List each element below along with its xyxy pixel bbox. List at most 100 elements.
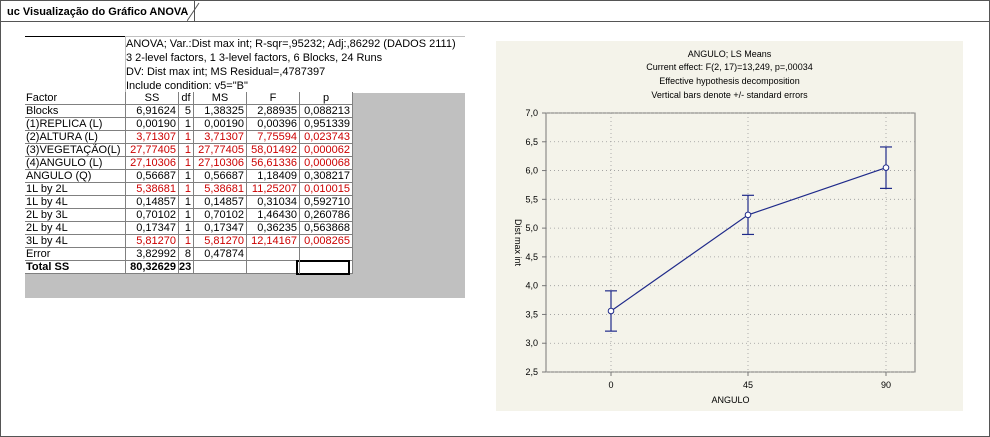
table-cell-f[interactable]: 0,36235 — [247, 222, 299, 235]
table-cell-f[interactable]: 1,46430 — [247, 209, 299, 222]
column-header-f[interactable]: F — [247, 92, 299, 105]
column-header-p[interactable]: p — [300, 92, 352, 105]
table-cell-df[interactable]: 1 — [179, 170, 193, 183]
table-cell-p[interactable]: 0,260786 — [300, 209, 352, 222]
table-cell-f[interactable]: 7,75594 — [247, 131, 299, 144]
table-cell-df[interactable]: 1 — [179, 144, 193, 157]
row-factor-label[interactable]: 2L by 3L — [25, 209, 125, 222]
table-cell-df[interactable]: 8 — [179, 248, 193, 261]
table-cell-ss[interactable]: 3,82992 — [126, 248, 178, 261]
row-factor-label[interactable]: Blocks — [25, 105, 125, 118]
y-tick-label: 3,5 — [525, 309, 538, 319]
table-cell-p[interactable]: 0,010015 — [300, 183, 352, 196]
table-cell-ss[interactable]: 0,56687 — [126, 170, 178, 183]
row-factor-label[interactable]: Error — [25, 248, 125, 261]
table-cell-df[interactable]: 1 — [179, 131, 193, 144]
column-divider — [125, 92, 126, 274]
table-cell-p[interactable]: 0,008265 — [300, 235, 352, 248]
table-cell-f[interactable]: 12,14167 — [247, 235, 299, 248]
table-cell-ss[interactable]: 5,38681 — [126, 183, 178, 196]
table-cell-ms[interactable]: 0,14857 — [194, 196, 246, 209]
row-factor-label[interactable]: 3L by 4L — [25, 235, 125, 248]
table-cell-ms[interactable]: 0,00190 — [194, 118, 246, 131]
table-cell-ss[interactable]: 0,70102 — [126, 209, 178, 222]
active-cell-cursor[interactable] — [296, 260, 350, 275]
table-cell-f[interactable]: 0,31034 — [247, 196, 299, 209]
table-cell-ms[interactable]: 27,77405 — [194, 144, 246, 157]
column-divider — [352, 92, 353, 274]
table-cell-ss[interactable]: 0,17347 — [126, 222, 178, 235]
table-cell-ms[interactable]: 5,38681 — [194, 183, 246, 196]
plot-subtitle: Current effect: F(2, 17)=13,249, p=,0003… — [646, 62, 813, 72]
mean-point — [744, 211, 752, 219]
row-factor-label[interactable]: (1)REPLICA (L) — [25, 118, 125, 131]
table-cell-f[interactable]: 11,25207 — [247, 183, 299, 196]
table-cell-f[interactable]: 1,18409 — [247, 170, 299, 183]
row-factor-label[interactable]: (3)VEGETAÇÃO(L) — [25, 144, 125, 157]
tab-bar: uc Visualização do Gráfico ANOVA — [1, 1, 989, 22]
table-cell-df[interactable]: 23 — [179, 261, 193, 274]
table-cell-ss[interactable]: 80,32629 — [126, 261, 178, 274]
table-cell-f[interactable]: 56,61336 — [247, 157, 299, 170]
table-cell-ms[interactable]: 27,10306 — [194, 157, 246, 170]
table-cell-df[interactable]: 1 — [179, 196, 193, 209]
table-cell-f[interactable] — [247, 248, 299, 261]
table-cell-ms[interactable]: 0,17347 — [194, 222, 246, 235]
table-cell-ms[interactable]: 5,81270 — [194, 235, 246, 248]
tab-anova-plot[interactable]: uc Visualização do Gráfico ANOVA — [1, 1, 196, 21]
y-tick-label: 7,0 — [525, 108, 538, 118]
table-cell-f[interactable]: 58,01492 — [247, 144, 299, 157]
row-factor-label[interactable]: Total SS — [25, 261, 125, 274]
table-cell-ms[interactable]: 1,38325 — [194, 105, 246, 118]
table-cell-df[interactable]: 1 — [179, 222, 193, 235]
y-tick-label: 4,5 — [525, 252, 538, 262]
table-cell-ms[interactable]: 3,71307 — [194, 131, 246, 144]
row-factor-label[interactable]: ANGULO (Q) — [25, 170, 125, 183]
table-cell-df[interactable]: 1 — [179, 183, 193, 196]
x-tick-label: 0 — [608, 380, 613, 390]
column-header-ss[interactable]: SS — [126, 92, 178, 105]
anova-header-line: Include condition: v5="B" — [126, 80, 248, 92]
column-header-ms[interactable]: MS — [194, 92, 246, 105]
table-cell-ss[interactable]: 3,71307 — [126, 131, 178, 144]
table-cell-ss[interactable]: 27,77405 — [126, 144, 178, 157]
table-cell-p[interactable]: 0,088213 — [300, 105, 352, 118]
table-cell-f[interactable] — [247, 261, 299, 274]
row-factor-label[interactable]: 2L by 4L — [25, 222, 125, 235]
row-factor-label[interactable]: (2)ALTURA (L) — [25, 131, 125, 144]
table-cell-p[interactable]: 0,592710 — [300, 196, 352, 209]
table-cell-df[interactable]: 5 — [179, 105, 193, 118]
table-cell-df[interactable]: 1 — [179, 209, 193, 222]
table-cell-p[interactable]: 0,563868 — [300, 222, 352, 235]
table-cell-df[interactable]: 1 — [179, 118, 193, 131]
column-header-factor[interactable]: Factor — [25, 92, 125, 105]
column-header-df[interactable]: df — [179, 92, 193, 105]
table-cell-ss[interactable]: 6,91624 — [126, 105, 178, 118]
table-cell-ss[interactable]: 27,10306 — [126, 157, 178, 170]
row-factor-label[interactable]: 1L by 4L — [25, 196, 125, 209]
table-cell-ss[interactable]: 0,00190 — [126, 118, 178, 131]
table-cell-p[interactable]: 0,951339 — [300, 118, 352, 131]
table-cell-p[interactable]: 0,000068 — [300, 157, 352, 170]
table-cell-ss[interactable]: 0,14857 — [126, 196, 178, 209]
table-cell-p[interactable]: 0,000062 — [300, 144, 352, 157]
table-cell-ms[interactable]: 0,56687 — [194, 170, 246, 183]
table-cell-df[interactable]: 1 — [179, 235, 193, 248]
table-cell-p[interactable]: 0,308217 — [300, 170, 352, 183]
row-factor-label[interactable]: 1L by 2L — [25, 183, 125, 196]
x-tick-label: 45 — [743, 380, 753, 390]
anova-header-line: ANOVA; Var.:Dist max int; R-sqr=,95232; … — [126, 38, 456, 50]
column-divider — [246, 92, 247, 274]
table-cell-ss[interactable]: 5,81270 — [126, 235, 178, 248]
table-cell-ms[interactable] — [194, 261, 246, 274]
plot-area — [545, 112, 916, 373]
table-cell-p[interactable]: 0,023743 — [300, 131, 352, 144]
table-cell-f[interactable]: 0,00396 — [247, 118, 299, 131]
column-divider — [178, 92, 179, 274]
table-cell-ms[interactable]: 0,47874 — [194, 248, 246, 261]
table-corner — [25, 36, 125, 92]
table-cell-ms[interactable]: 0,70102 — [194, 209, 246, 222]
table-cell-f[interactable]: 2,88935 — [247, 105, 299, 118]
row-factor-label[interactable]: (4)ANGULO (L) — [25, 157, 125, 170]
table-cell-df[interactable]: 1 — [179, 157, 193, 170]
